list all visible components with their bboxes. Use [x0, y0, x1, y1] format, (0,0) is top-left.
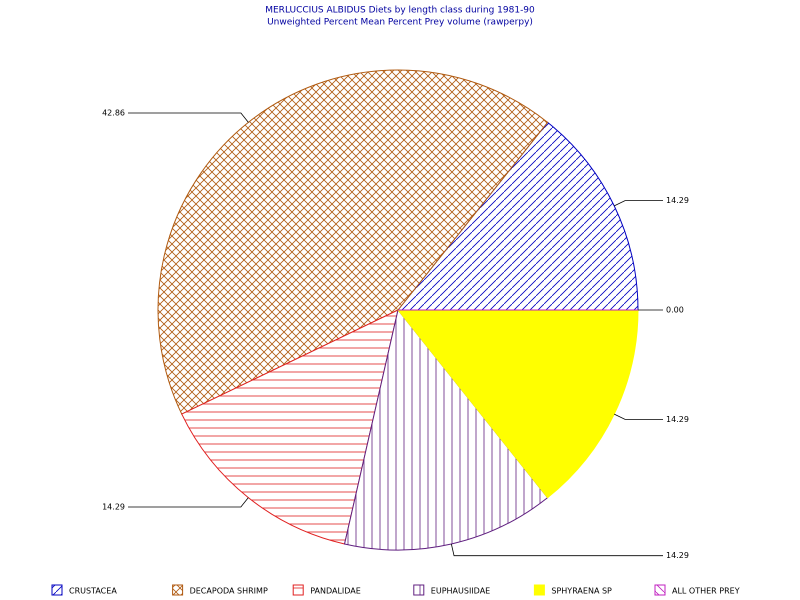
legend-label: EUPHAUSIIDAE [431, 587, 490, 596]
legend-label: DECAPODA SHRIMP [190, 587, 268, 596]
data-label: 14.29 [666, 551, 689, 560]
pie-slice [343, 308, 549, 551]
leader-line [614, 200, 663, 207]
pie-slice [157, 69, 549, 415]
legend-swatch [292, 584, 304, 596]
legend-label: PANDALIDAE [310, 587, 361, 596]
data-label: 14.29 [102, 502, 125, 511]
legend-swatch [654, 584, 666, 596]
pie-slice [181, 309, 399, 545]
data-label: 42.86 [102, 108, 125, 117]
legend-label: CRUSTACEA [69, 587, 117, 596]
data-label: 0.00 [666, 306, 684, 315]
leader-line [128, 112, 249, 123]
legend-label: SPHYRAENA SP [551, 587, 612, 596]
legend-swatch [533, 584, 545, 596]
data-label: 14.29 [666, 415, 689, 424]
leader-line [614, 413, 663, 420]
legend-label: ALL OTHER PREY [672, 587, 740, 596]
leader-line [128, 497, 249, 508]
legend-swatch [51, 584, 63, 596]
legend-swatch [413, 584, 425, 596]
chart-subtitle: Unweighted Percent Mean Percent Prey vol… [267, 18, 533, 28]
leader-line [450, 543, 663, 557]
pie-slice [396, 309, 639, 499]
data-label: 14.29 [666, 196, 689, 205]
chart-title: MERLUCCIUS ALBIDUS Diets by length class… [265, 6, 535, 16]
legend-swatch [172, 584, 184, 596]
pie-slice [396, 121, 639, 311]
